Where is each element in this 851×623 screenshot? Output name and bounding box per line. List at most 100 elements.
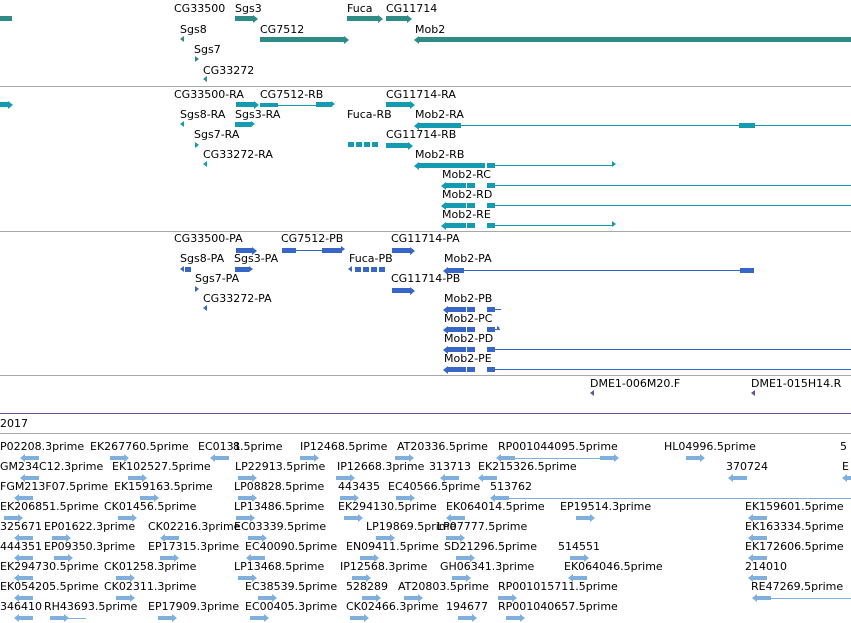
est-label[interactable]: EC38539.5prime (245, 580, 338, 593)
transcript-label[interactable]: Sgs8-RA (180, 108, 226, 121)
protein-feature-tip[interactable] (443, 325, 448, 334)
est-feature[interactable] (336, 476, 350, 480)
est-feature-tip[interactable] (252, 574, 257, 582)
est-feature[interactable] (215, 456, 229, 460)
est-feature[interactable] (160, 556, 174, 560)
transcript-label[interactable]: CG33500-RA (174, 88, 244, 101)
protein-exon[interactable] (379, 267, 385, 272)
est-label[interactable]: EK102527.5prime (112, 460, 211, 473)
est-feature[interactable] (456, 556, 470, 560)
protein-feature[interactable] (180, 266, 184, 272)
gene-feature[interactable] (419, 37, 851, 42)
est-feature[interactable] (25, 456, 39, 460)
transcript-label[interactable]: CG33272-RA (203, 148, 273, 161)
est-feature-tip[interactable] (354, 494, 359, 502)
est-feature-tip[interactable] (520, 614, 525, 622)
est-feature-tip[interactable] (160, 534, 165, 542)
est-feature[interactable] (576, 516, 590, 520)
est-feature[interactable] (165, 536, 179, 540)
est-intron[interactable] (506, 458, 616, 459)
est-feature[interactable] (395, 456, 409, 460)
gene-label[interactable]: CG7512 (260, 23, 305, 36)
transcript-exon[interactable] (487, 163, 495, 168)
est-feature[interactable] (128, 476, 142, 480)
est-feature[interactable] (498, 596, 512, 600)
gene-feature[interactable] (180, 36, 184, 42)
est-feature[interactable] (396, 496, 410, 500)
protein-label[interactable]: CG7512-PB (281, 232, 344, 245)
transcript-exon[interactable] (235, 122, 251, 127)
est-feature-tip[interactable] (252, 494, 257, 502)
est-feature[interactable] (445, 476, 459, 480)
est-feature[interactable] (376, 536, 390, 540)
est-feature[interactable] (248, 536, 262, 540)
est-label[interactable]: EC40566.5prime (388, 480, 481, 493)
protein-exon[interactable] (740, 268, 754, 273)
est-feature-tip[interactable] (174, 554, 179, 562)
est-label[interactable]: 194677 (446, 600, 488, 613)
est-feature-tip[interactable] (390, 534, 395, 542)
est-feature-tip[interactable] (410, 494, 415, 502)
protein-label[interactable]: Mob2-PB (444, 292, 493, 305)
est-intron[interactable] (52, 618, 86, 619)
transcript-label[interactable]: CG11714-RB (386, 128, 457, 141)
transcript-exon[interactable] (467, 183, 475, 188)
protein-label[interactable]: CG33500-PA (174, 232, 243, 245)
est-feature-tip[interactable] (748, 554, 753, 562)
est-feature-tip[interactable] (364, 614, 369, 622)
gene-feature-tip[interactable] (253, 14, 258, 23)
transcript-exon[interactable] (372, 142, 378, 147)
est-feature-tip[interactable] (460, 534, 465, 542)
transcript-exon[interactable] (467, 223, 475, 228)
est-feature-tip[interactable] (568, 574, 573, 582)
est-feature[interactable] (350, 616, 364, 620)
est-feature-tip[interactable] (250, 514, 255, 522)
est-label[interactable]: RE47269.5prime (751, 580, 844, 593)
est-feature-tip[interactable] (590, 514, 595, 522)
transcript-exon[interactable] (487, 183, 495, 188)
est-intron[interactable] (496, 498, 851, 499)
protein-exon[interactable] (235, 267, 249, 272)
est-feature[interactable] (110, 456, 124, 460)
transcript-tip[interactable] (612, 161, 616, 167)
protein-feature[interactable] (392, 248, 410, 253)
est-label[interactable]: EP09350.3prime (44, 540, 136, 553)
est-feature-tip[interactable] (440, 474, 445, 482)
transcript-tip[interactable] (251, 121, 255, 127)
est-feature[interactable] (733, 476, 747, 480)
est-feature-tip[interactable] (418, 594, 423, 602)
est-feature[interactable] (452, 576, 466, 580)
est-label[interactable]: EK159163.5prime (114, 480, 213, 493)
est-feature[interactable] (446, 536, 460, 540)
transcript-label[interactable]: Sgs3-RA (235, 108, 281, 121)
est-feature[interactable] (118, 516, 132, 520)
protein-feature-tip[interactable] (252, 246, 257, 255)
transcript-feature[interactable] (236, 102, 254, 107)
protein-exon[interactable] (355, 267, 361, 272)
protein-feature[interactable] (392, 288, 410, 293)
est-feature-tip[interactable] (409, 454, 414, 462)
est-feature[interactable] (116, 576, 130, 580)
est-label[interactable]: EK064046.5prime (564, 560, 663, 573)
est-feature[interactable] (686, 456, 700, 460)
clone-feature[interactable] (751, 390, 755, 396)
protein-label[interactable]: Sgs8-PA (180, 252, 225, 265)
transcript-feature[interactable] (386, 143, 408, 148)
gene-feature[interactable] (0, 16, 12, 21)
protein-feature-tip[interactable] (410, 246, 415, 255)
transcript-feature-tip[interactable] (414, 161, 419, 170)
est-feature[interactable] (19, 496, 33, 500)
transcript-feature[interactable] (446, 183, 466, 188)
est-feature-tip[interactable] (18, 514, 23, 522)
transcript-intron[interactable] (755, 125, 851, 126)
protein-exon[interactable] (467, 347, 475, 352)
protein-tip[interactable] (249, 266, 253, 272)
est-label[interactable]: 214010 (745, 560, 787, 573)
est-feature[interactable] (19, 536, 33, 540)
est-label[interactable]: 514551 (558, 540, 600, 553)
est-feature[interactable] (483, 476, 497, 480)
est-feature-tip[interactable] (466, 574, 471, 582)
est-feature[interactable] (4, 516, 18, 520)
transcript-label[interactable]: Mob2-RE (442, 208, 491, 221)
est-feature-tip[interactable] (490, 494, 495, 502)
